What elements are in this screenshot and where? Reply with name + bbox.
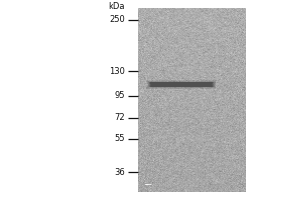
- Text: 55: 55: [115, 134, 125, 143]
- Text: 95: 95: [115, 91, 125, 100]
- Text: ━━━: ━━━: [144, 183, 152, 187]
- Text: kDa: kDa: [109, 2, 125, 11]
- Text: 250: 250: [110, 15, 125, 24]
- Text: 36: 36: [114, 168, 125, 177]
- Text: 72: 72: [115, 113, 125, 122]
- Text: 130: 130: [109, 67, 125, 76]
